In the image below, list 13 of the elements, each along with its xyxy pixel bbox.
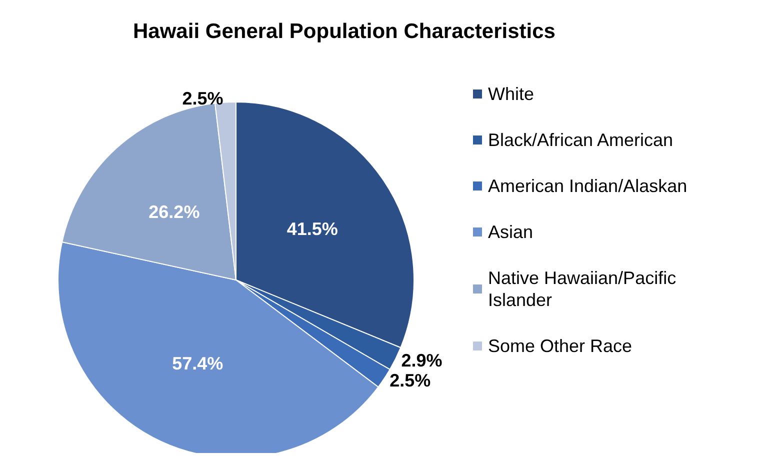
data-label: 57.4% bbox=[172, 354, 224, 374]
data-label: 41.5% bbox=[286, 218, 338, 239]
legend-label: American Indian/Alaskan bbox=[488, 176, 688, 196]
data-label: 26.2% bbox=[148, 202, 200, 222]
data-label: 2.9% bbox=[401, 350, 442, 371]
legend-label: Some Other Race bbox=[488, 336, 632, 356]
data-label: 2.5% bbox=[182, 88, 224, 108]
legend-label: Native Hawaiian/Pacific Islander bbox=[488, 268, 682, 310]
legend-label: White bbox=[488, 84, 534, 104]
chart-title: Hawaii General Population Characteristics bbox=[133, 20, 556, 43]
legend-label: Asian bbox=[488, 222, 534, 242]
data-label: 2.5% bbox=[390, 370, 431, 391]
legend-label: Black/African American bbox=[488, 130, 674, 150]
